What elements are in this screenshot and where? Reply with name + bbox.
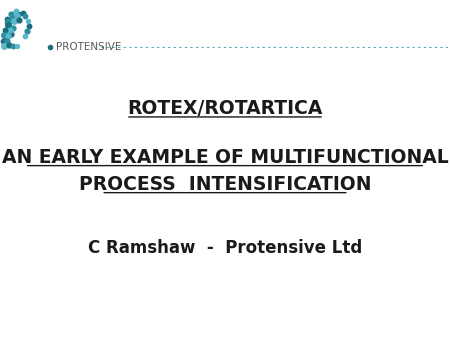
Text: PROTENSIVE: PROTENSIVE — [56, 42, 122, 52]
Text: C Ramshaw  -  Protensive Ltd: C Ramshaw - Protensive Ltd — [88, 239, 362, 258]
Text: ROTEX/ROTARTICA: ROTEX/ROTARTICA — [127, 99, 323, 118]
Text: AN EARLY EXAMPLE OF MULTIFUNCTIONAL: AN EARLY EXAMPLE OF MULTIFUNCTIONAL — [2, 148, 448, 167]
Text: PROCESS  INTENSIFICATION: PROCESS INTENSIFICATION — [79, 175, 371, 194]
